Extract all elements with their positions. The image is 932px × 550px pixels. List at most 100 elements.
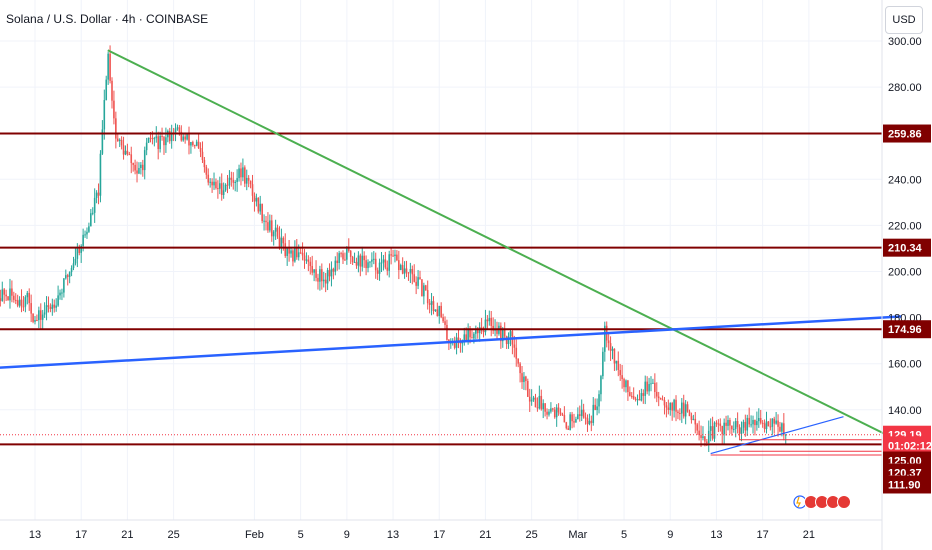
candle-body [55, 305, 57, 308]
candle-body [32, 313, 34, 322]
candle-body [57, 295, 59, 306]
candle-body [694, 418, 697, 425]
candle-body [195, 141, 198, 146]
candle-body [346, 247, 348, 260]
candle-body [255, 197, 258, 202]
candle-body [61, 292, 63, 294]
price-tick-label: 300.00 [888, 36, 922, 48]
candle-body [49, 306, 52, 309]
candle-body [706, 441, 708, 443]
candle-body [282, 237, 285, 244]
time-tick-label: 17 [757, 529, 769, 541]
candle-body [428, 303, 431, 305]
candle-body [251, 184, 254, 196]
currency-button[interactable]: USD [885, 6, 923, 34]
candle-body [68, 272, 71, 277]
events-icon-group[interactable] [793, 495, 851, 509]
candle-body [552, 408, 554, 410]
candle-body [5, 294, 7, 297]
candle-body [650, 383, 652, 385]
candle-body [476, 329, 479, 334]
candle-body [711, 426, 714, 439]
candle-body [588, 420, 591, 425]
candle-body [51, 304, 54, 309]
candle-body [759, 418, 762, 423]
candle-body [521, 373, 523, 383]
candle-body [338, 253, 340, 263]
price-tick-label: 140.00 [888, 405, 922, 417]
candle-body [18, 299, 21, 306]
candle-body [269, 220, 271, 231]
candle-body [746, 417, 749, 431]
candle-body [197, 141, 200, 149]
time-tick-label: 25 [526, 529, 538, 541]
candle-body [155, 136, 158, 139]
price-label-text: 111.90 [888, 479, 920, 491]
candle-body [415, 281, 417, 286]
trend-line[interactable] [107, 49, 902, 443]
candle-body [396, 254, 398, 261]
candle-body [407, 272, 410, 274]
price-axis[interactable]: 300.00280.00260.00240.00220.00200.00180.… [888, 36, 922, 417]
candle-body [107, 53, 109, 80]
candle-body [292, 250, 294, 262]
candle-body [238, 168, 240, 179]
candle-body [182, 136, 185, 141]
candle-body [382, 259, 385, 263]
candle-body [53, 304, 56, 308]
candle-body [153, 138, 156, 140]
price-tick-label: 220.00 [888, 220, 922, 232]
candle-body [565, 422, 568, 429]
us-flag-icon[interactable] [837, 495, 851, 509]
candle-body [359, 255, 362, 267]
time-tick-label: 9 [344, 529, 350, 541]
candle-body [1, 289, 4, 301]
candle-body [578, 414, 581, 416]
trend-line[interactable] [0, 315, 902, 369]
candle-body [783, 423, 785, 435]
candle-body [442, 317, 444, 322]
candle-body [459, 342, 462, 344]
candle-body [590, 420, 593, 423]
candle-body [609, 343, 612, 351]
candle-body [663, 400, 666, 406]
candle-body [170, 132, 173, 142]
candle-body [544, 403, 546, 412]
candle-body [509, 331, 512, 337]
candle-body [657, 396, 660, 398]
candle-body [725, 422, 727, 426]
candle-body [66, 275, 69, 277]
candle-body [398, 260, 400, 271]
price-tick-label: 200.00 [888, 267, 922, 279]
candle-body [777, 420, 779, 427]
candle-body [353, 261, 356, 263]
candle-body [561, 414, 564, 416]
candle-body [582, 409, 585, 418]
candle-body [734, 421, 737, 429]
candle-body [659, 397, 662, 400]
candle-body [230, 177, 233, 180]
time-axis[interactable]: 13 17 21 25 Feb 5 9 13 17 21 25 Mar 5 9 13 17 21 [29, 529, 815, 541]
candle-body [78, 248, 81, 253]
candle-body [507, 336, 510, 345]
candle-body [118, 139, 121, 142]
candle-body [3, 289, 5, 295]
candle-body [473, 333, 475, 339]
candle-body [419, 277, 421, 280]
candle-body [242, 167, 244, 178]
candle-body [684, 404, 687, 417]
candle-body [263, 220, 265, 222]
time-tick-label: 17 [75, 529, 87, 541]
candle-body [82, 234, 84, 246]
candle-body [446, 324, 448, 340]
candle-body [536, 407, 539, 409]
candle-body [781, 423, 783, 432]
candle-body [775, 420, 777, 424]
candle-body [380, 262, 383, 264]
candle-body [319, 269, 321, 282]
candle-body [199, 148, 202, 152]
time-tick-label: 21 [121, 529, 133, 541]
candle-body [240, 168, 242, 178]
candle-body [365, 260, 367, 269]
